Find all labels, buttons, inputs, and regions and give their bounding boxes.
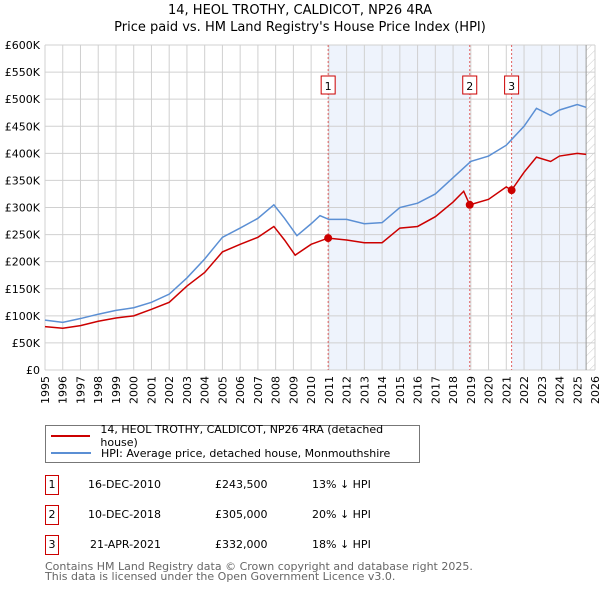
x-tick-label: 2021 [500, 376, 513, 404]
x-tick-label: 2018 [447, 376, 460, 404]
footer-copyright: Contains HM Land Registry data © Crown c… [45, 560, 473, 573]
x-tick-label: 2009 [287, 376, 300, 404]
sale-marker-label: 1 [325, 80, 332, 93]
x-tick-label: 2006 [234, 376, 247, 404]
legend: 14, HEOL TROTHY, CALDICOT, NP26 4RA (det… [45, 423, 420, 463]
x-tick-label: 2017 [429, 376, 442, 404]
y-tick-label: £350K [5, 174, 41, 187]
x-tick-label: 2003 [181, 376, 194, 404]
x-tick-label: 2023 [536, 376, 549, 404]
x-tick-label: 2010 [305, 376, 318, 404]
sale-point [324, 234, 333, 243]
x-tick-label: 2011 [323, 376, 336, 404]
x-tick-label: 2008 [270, 376, 283, 404]
x-tick-label: 2024 [554, 376, 567, 404]
sale-marker-box [504, 75, 520, 95]
x-tick-label: 1999 [110, 376, 123, 404]
y-tick-label: £150K [5, 283, 41, 296]
sale-price: £243,500 [215, 478, 268, 491]
x-tick-label: 2026 [589, 376, 600, 404]
legend-swatch-red [51, 435, 91, 437]
sale-date: 10-DEC-2018 [88, 508, 162, 521]
x-tick-label: 2012 [341, 376, 354, 404]
transaction-row: 1 16-DEC-2010 £243,500 13% ↓ HPI [45, 475, 465, 495]
legend-item-property: 14, HEOL TROTHY, CALDICOT, NP26 4RA (det… [51, 423, 419, 449]
x-tick-label: 2004 [199, 376, 212, 404]
price-chart: 1995 1996 1997 1998 1999 2000 2001 2002 2003 2004… [5, 39, 600, 404]
x-tick-label: 2015 [394, 376, 407, 404]
y-tick-label: £450K [5, 120, 41, 133]
x-tick-label: 2014 [376, 376, 389, 404]
footer-licence: This data is licensed under the Open Gov… [45, 570, 396, 583]
y-tick-label: £100K [5, 310, 41, 323]
x-tick-label: 1998 [92, 376, 105, 404]
marker-badge: 3 [45, 535, 59, 555]
chart-title: 14, HEOL TROTHY, CALDICOT, NP26 4RA [167, 3, 432, 18]
legend-swatch-blue [51, 452, 91, 454]
sale-date: 21-APR-2021 [90, 538, 162, 551]
y-tick-label: £200K [5, 256, 41, 269]
x-tick-label: 2019 [465, 376, 478, 404]
property-price-line [44, 152, 587, 330]
sale-marker-label: 3 [508, 80, 515, 93]
hpi-diff: 18% ↓ HPI [312, 538, 371, 551]
legend-label: HPI: Average price, detached house, Monm… [101, 446, 391, 460]
hpi-diff: 13% ↓ HPI [312, 478, 371, 491]
x-tick-label: 2000 [128, 376, 141, 404]
hpi-line [44, 103, 587, 324]
x-tick-label: 2007 [252, 376, 265, 404]
x-tick-label: 2002 [163, 376, 176, 404]
y-tick-label: £400K [5, 147, 41, 160]
legend-item-hpi: HPI: Average price, detached house, Monm… [51, 445, 390, 461]
y-tick-label: £500K [5, 93, 41, 106]
x-tick-label: 2025 [571, 376, 584, 404]
marker-badge: 1 [45, 475, 59, 495]
sale-price: £305,000 [215, 508, 268, 521]
sale-marker-label: 2 [466, 80, 473, 93]
sale-point [507, 186, 516, 195]
y-tick-label: £0 [26, 364, 40, 377]
x-tick-label: 2020 [483, 376, 496, 404]
y-tick-label: £50K [12, 337, 41, 350]
chart-subtitle: Price paid vs. HM Land Registry's House … [114, 20, 486, 35]
x-tick-label: 1996 [57, 376, 70, 404]
sale-marker-box [462, 75, 478, 95]
hpi-diff: 20% ↓ HPI [312, 508, 371, 521]
x-tick-label: 1995 [39, 376, 52, 404]
sale-point [465, 200, 474, 209]
x-tick-label: 2016 [412, 376, 425, 404]
x-tick-label: 2022 [518, 376, 531, 404]
y-tick-label: £550K [5, 66, 41, 79]
marker-badge: 2 [45, 505, 59, 525]
transaction-row: 3 21-APR-2021 £332,000 18% ↓ HPI [45, 535, 465, 555]
sale-date: 16-DEC-2010 [88, 478, 162, 491]
y-tick-label: £300K [5, 202, 41, 215]
x-tick-label: 2013 [358, 376, 371, 404]
sale-price: £332,000 [215, 538, 268, 551]
x-tick-label: 2001 [145, 376, 158, 404]
x-tick-label: 1997 [74, 376, 87, 404]
sale-marker-box [320, 75, 336, 95]
y-tick-label: £250K [5, 229, 41, 242]
legend-label: 14, HEOL TROTHY, CALDICOT, NP26 4RA (det… [100, 423, 384, 449]
y-tick-label: £600K [5, 39, 41, 52]
x-tick-label: 2005 [216, 376, 229, 404]
transaction-row: 2 10-DEC-2018 £305,000 20% ↓ HPI [45, 505, 465, 525]
